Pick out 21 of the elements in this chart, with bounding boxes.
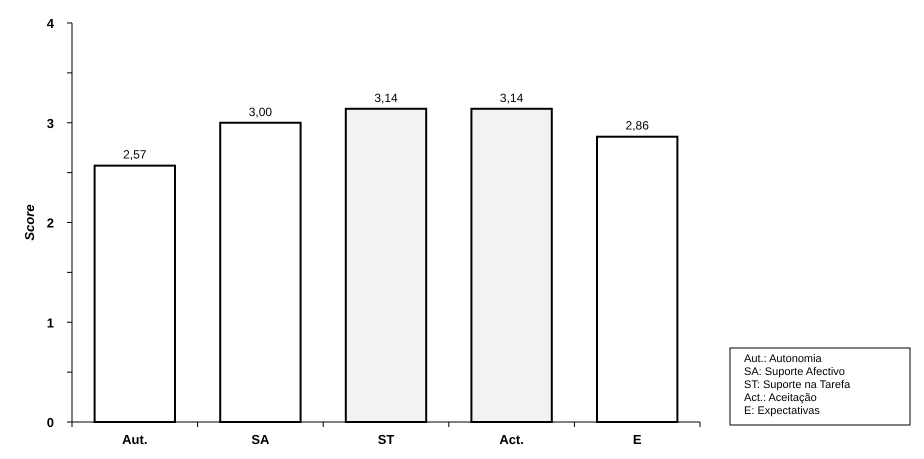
text: Aut.: Autonomia [744,353,823,365]
data-label: 2,86 [626,118,650,133]
data-label: 3,14 [374,90,398,105]
y-tick-label: 2 [46,216,54,230]
data-label: 2,57 [123,148,147,162]
text: ST: Suporte na Tarefa [744,379,852,391]
y-tick-label: 1 [46,315,54,330]
y-tick-label: 3 [46,116,54,131]
x-tick-label: ST [378,432,394,447]
text: Act.: Aceitação [744,392,817,404]
x-tick-label: Act. [499,432,524,447]
x-tick-label: Aut. [122,432,148,447]
y-tick-label: 0 [46,415,54,430]
x-tick-label: SA [251,432,270,447]
y-axis-title: Score [22,204,37,241]
x-tick-label: E [632,432,642,447]
text: E: Expectativas [744,405,820,417]
text: SA: Suporte Afectivo [744,366,845,378]
y-tick-label: 4 [46,16,55,31]
data-label: 3,00 [248,104,272,119]
data-label: 3,14 [500,90,524,105]
